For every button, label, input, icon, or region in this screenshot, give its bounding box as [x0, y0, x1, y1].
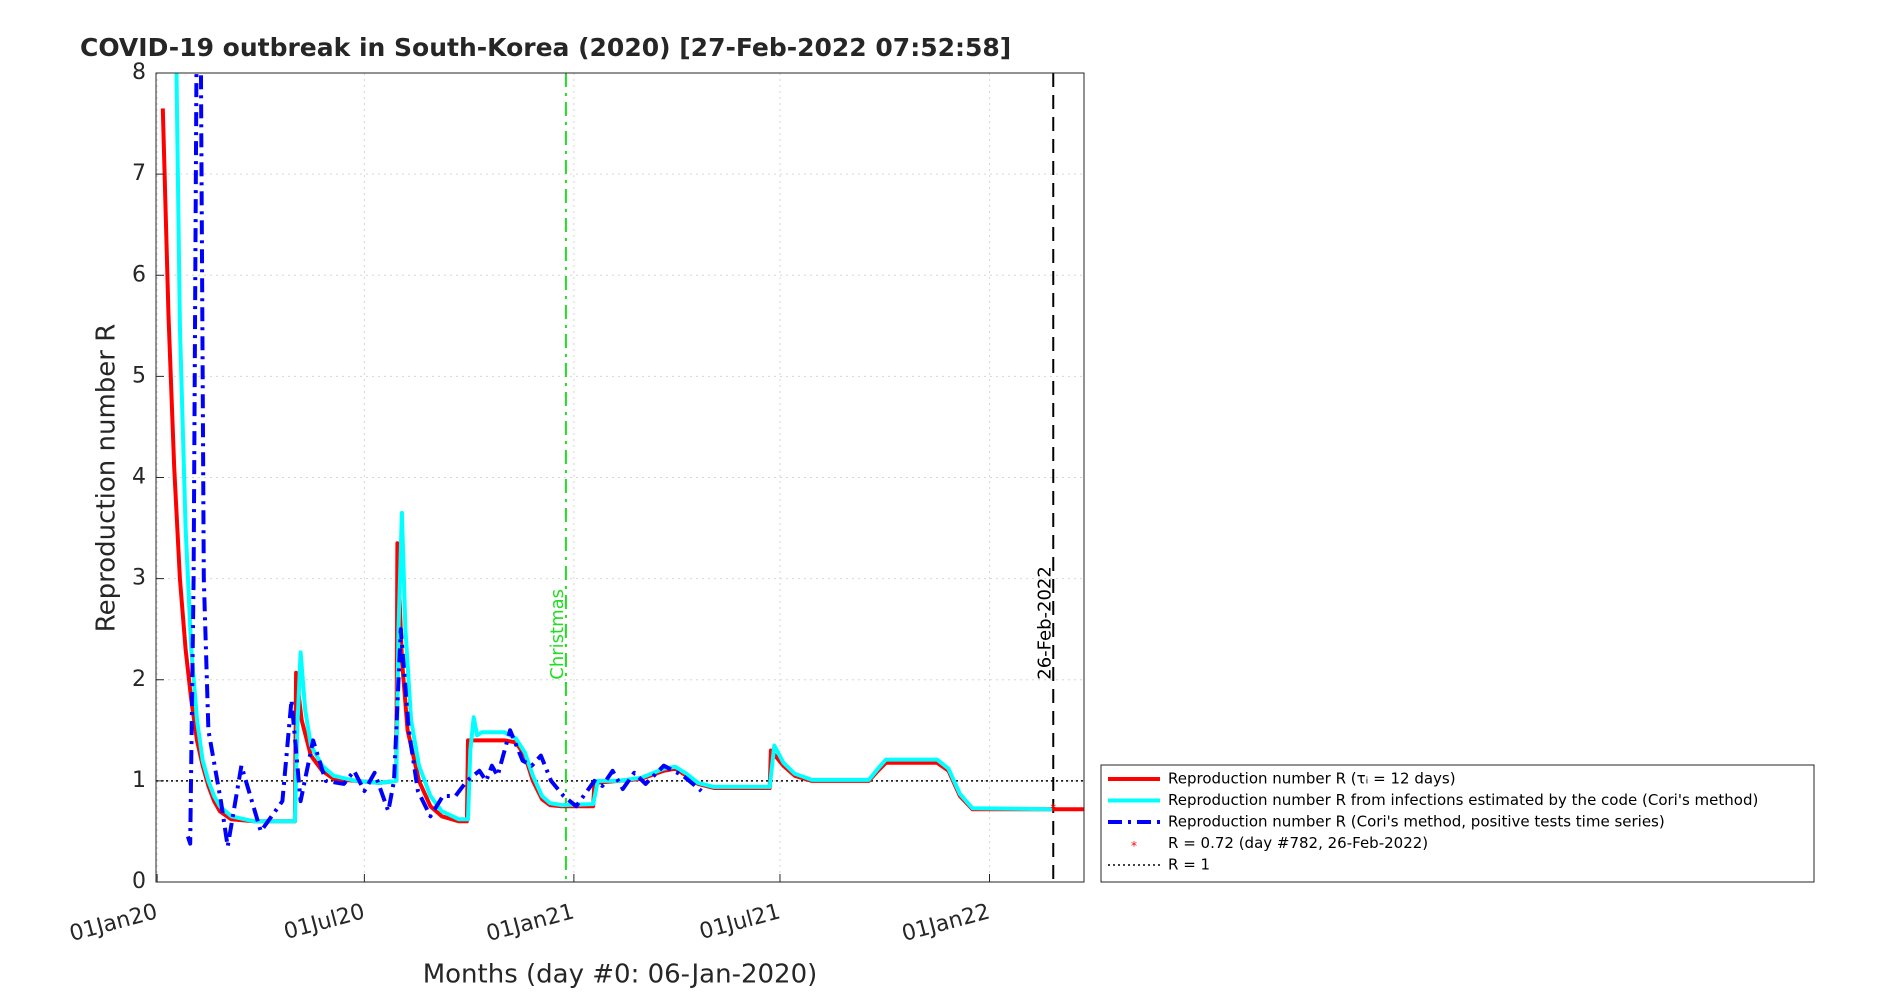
x-tick-label: 01Jul20 [281, 899, 367, 945]
chart-title: COVID-19 outbreak in South-Korea (2020) … [80, 33, 1011, 62]
y-tick-label: 7 [132, 161, 146, 186]
y-tick-label: 5 [132, 363, 146, 388]
series-line [160, 108, 1084, 824]
y-axis-label: Reproduction number R [92, 324, 122, 633]
marker: * [1050, 802, 1056, 816]
x-tick-label: 01Jul21 [697, 899, 783, 945]
x-axis-label: Months (day #0: 06-Jan-2020) [423, 960, 818, 990]
legend [1100, 764, 1815, 883]
y-tick-label: 3 [132, 566, 146, 591]
legend-swatch: * [1131, 839, 1137, 853]
y-tick-label: 6 [132, 262, 146, 287]
legend-label: Reproduction number R (τᵢ = 12 days) [1168, 770, 1456, 788]
x-tick-label: 01Jan22 [899, 899, 992, 946]
y-tick-label: 4 [132, 465, 146, 490]
vertical-line-label: 26-Feb-2022 [1034, 566, 1055, 680]
legend-label: Reproduction number R from infections es… [1168, 791, 1758, 809]
x-tick-label: 01Jan20 [67, 899, 160, 946]
x-tick-label: 01Jan21 [484, 899, 577, 946]
vertical-line-label: Christmas [547, 589, 568, 680]
y-tick-label: 2 [132, 667, 146, 692]
legend-label: R = 0.72 (day #782, 26-Feb-2022) [1168, 834, 1428, 852]
y-tick-label: 8 [132, 60, 146, 85]
series-line [174, 73, 1053, 824]
legend-label: R = 1 [1168, 856, 1210, 874]
plot-layer [156, 73, 1084, 882]
y-tick-label: 0 [132, 869, 146, 894]
series-line [185, 73, 703, 849]
y-tick-label: 1 [132, 768, 146, 793]
legend-label: Reproduction number R (Cori's method, po… [1168, 813, 1665, 831]
